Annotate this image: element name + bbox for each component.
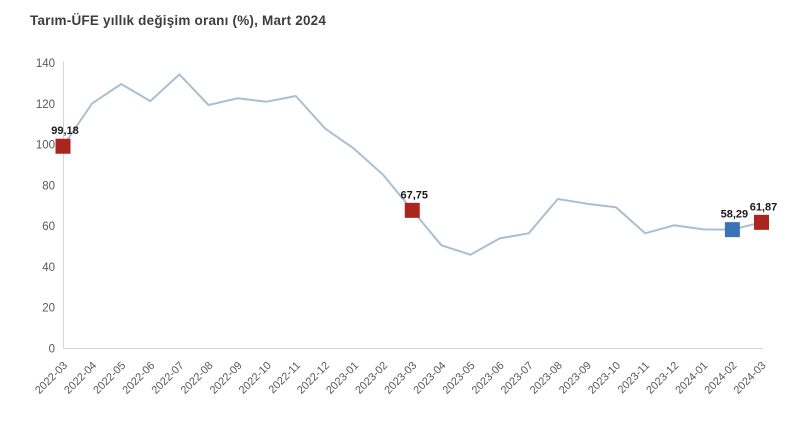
- data-point-marker-blue[interactable]: [724, 222, 740, 238]
- data-point-marker-red[interactable]: [55, 138, 71, 154]
- x-tick-label: 2022-10: [237, 360, 274, 397]
- y-tick-label: 100: [36, 140, 55, 152]
- x-tick-label: 2023-10: [586, 360, 623, 397]
- y-tick-label: 60: [42, 221, 55, 233]
- data-point-label: 67,75: [400, 189, 428, 201]
- series-line: [62, 73, 763, 256]
- data-point-marker-red[interactable]: [404, 202, 420, 218]
- y-tick-label: 0: [49, 344, 55, 356]
- data-point-marker-red[interactable]: [754, 214, 769, 230]
- chart-title: Tarım-ÜFE yıllık değişim oranı (%), Mart…: [30, 13, 327, 28]
- y-tick-label: 20: [42, 303, 55, 315]
- y-tick-label: 140: [36, 58, 55, 70]
- x-tick-label: 2024-03: [732, 360, 769, 397]
- y-tick-label: 40: [42, 262, 55, 274]
- data-point-label: 61,87: [750, 201, 778, 213]
- data-point-label: 99,18: [51, 125, 79, 137]
- y-tick-label: 80: [42, 180, 55, 192]
- y-tick-label: 120: [36, 99, 55, 111]
- data-point-label: 58,29: [721, 209, 749, 221]
